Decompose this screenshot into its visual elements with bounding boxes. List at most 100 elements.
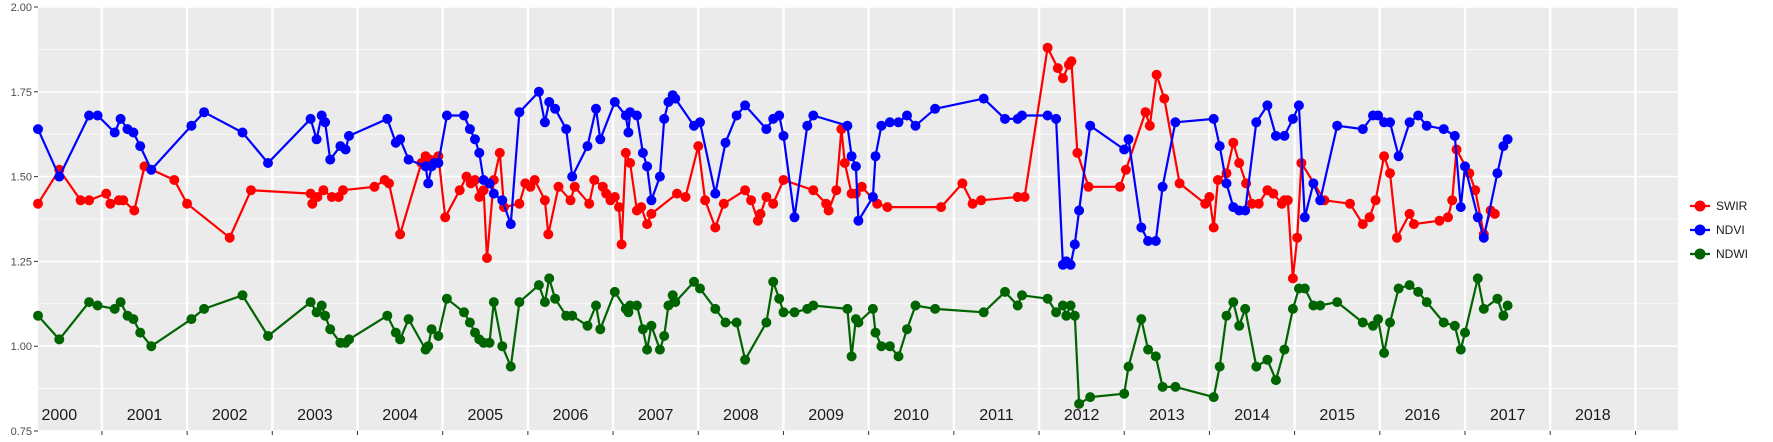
data-point-ndvi	[802, 120, 813, 131]
data-point-ndvi	[1157, 181, 1168, 192]
data-point-ndwi	[1385, 317, 1395, 328]
data-point-ndwi	[263, 331, 273, 341]
data-point-ndvi	[910, 120, 921, 131]
data-point-ndwi	[237, 290, 248, 301]
year-label: 2007	[638, 407, 674, 424]
data-point-ndvi	[1074, 205, 1085, 216]
data-point-swir	[625, 158, 636, 168]
data-point-ndwi	[659, 331, 670, 341]
data-point-swir	[33, 198, 43, 209]
data-point-ndvi	[514, 107, 525, 118]
data-point-ndwi	[884, 341, 895, 352]
data-point-ndwi	[1074, 398, 1085, 409]
data-point-ndwi	[441, 293, 452, 304]
data-point-swir	[1379, 151, 1390, 162]
data-point-ndwi	[316, 300, 327, 311]
year-label: 2012	[1064, 407, 1100, 424]
data-point-ndvi	[1455, 202, 1466, 213]
data-point-swir	[693, 141, 704, 152]
data-point-swir	[957, 178, 968, 189]
data-point-ndwi	[135, 327, 146, 338]
data-point-swir	[169, 175, 180, 185]
data-point-ndvi	[1150, 236, 1161, 246]
data-point-ndwi	[808, 300, 819, 311]
data-point-swir	[1287, 273, 1298, 284]
data-point-ndwi	[774, 293, 785, 304]
data-point-ndwi	[740, 354, 751, 365]
data-point-ndvi	[305, 113, 316, 124]
year-label: 2011	[979, 407, 1014, 424]
data-point-swir	[105, 198, 116, 209]
data-point-ndwi	[1404, 280, 1415, 291]
data-point-ndvi	[595, 134, 606, 145]
data-point-ndwi	[631, 300, 642, 311]
data-point-swir	[1115, 181, 1125, 192]
year-label: 2017	[1490, 407, 1526, 424]
legend-label: NDWI	[1716, 247, 1748, 261]
data-point-swir	[1012, 192, 1023, 202]
data-point-swir	[478, 185, 489, 196]
data-point-ndwi	[978, 307, 989, 318]
data-point-ndwi	[1170, 381, 1181, 392]
data-point-swir	[1057, 73, 1068, 84]
data-point-ndwi	[1214, 361, 1225, 372]
data-point-swir	[1072, 147, 1083, 158]
data-point-ndvi	[1240, 205, 1251, 216]
data-point-ndwi	[870, 327, 881, 338]
data-point-ndvi	[186, 120, 197, 131]
data-point-ndwi	[1136, 314, 1147, 325]
data-point-swir	[1443, 212, 1453, 223]
data-point-ndwi	[186, 314, 197, 325]
data-point-ndwi	[382, 310, 393, 321]
data-point-ndvi	[778, 130, 789, 141]
data-point-ndwi	[1438, 317, 1449, 328]
data-point-ndwi	[1143, 344, 1154, 355]
data-point-ndvi	[403, 154, 414, 165]
data-point-ndvi	[1393, 151, 1404, 162]
data-point-swir	[318, 185, 329, 196]
data-point-ndvi	[1136, 222, 1147, 233]
data-point-swir	[636, 202, 647, 213]
data-point-ndwi	[539, 297, 550, 308]
data-point-swir	[1144, 120, 1155, 131]
data-point-ndvi	[1385, 117, 1395, 128]
data-point-ndvi	[1123, 134, 1134, 145]
data-point-swir	[642, 219, 653, 230]
data-point-ndwi	[1502, 300, 1513, 311]
data-point-swir	[584, 198, 595, 209]
data-point-swir	[1120, 164, 1131, 175]
data-point-swir	[967, 198, 978, 209]
data-point-ndwi	[1379, 348, 1390, 358]
data-point-ndwi	[689, 276, 699, 287]
data-point-swir	[1357, 219, 1368, 230]
year-label: 2005	[467, 407, 503, 424]
data-point-ndvi	[550, 103, 561, 114]
data-point-ndvi	[1299, 212, 1310, 223]
data-point-ndvi	[870, 151, 881, 162]
data-point-ndvi	[761, 124, 772, 135]
data-point-ndvi	[1170, 117, 1181, 128]
data-point-ndvi	[533, 86, 544, 97]
data-point-ndwi	[768, 276, 779, 287]
data-point-ndwi	[893, 351, 904, 362]
data-point-ndwi	[1421, 297, 1432, 308]
data-point-ndwi	[1000, 286, 1010, 297]
data-point-ndwi	[1413, 286, 1424, 297]
data-point-ndwi	[761, 317, 772, 328]
data-point-swir	[1364, 212, 1375, 223]
data-point-ndvi	[1421, 120, 1432, 131]
year-separators	[100, 7, 1637, 435]
data-point-ndvi	[670, 93, 681, 104]
year-label: 2000	[42, 407, 78, 424]
data-point-ndwi	[1012, 300, 1023, 311]
data-point-swir	[1052, 63, 1063, 74]
data-point-ndvi	[1449, 130, 1460, 141]
data-point-ndwi	[1119, 388, 1130, 399]
data-point-ndvi	[497, 195, 508, 206]
year-label: 2001	[127, 407, 163, 424]
data-point-ndwi	[1279, 344, 1290, 355]
data-point-ndvi	[659, 113, 670, 124]
data-point-ndvi	[459, 110, 469, 121]
data-point-ndvi	[567, 171, 578, 182]
legend: SWIR NDVI NDWI	[1690, 199, 1748, 261]
